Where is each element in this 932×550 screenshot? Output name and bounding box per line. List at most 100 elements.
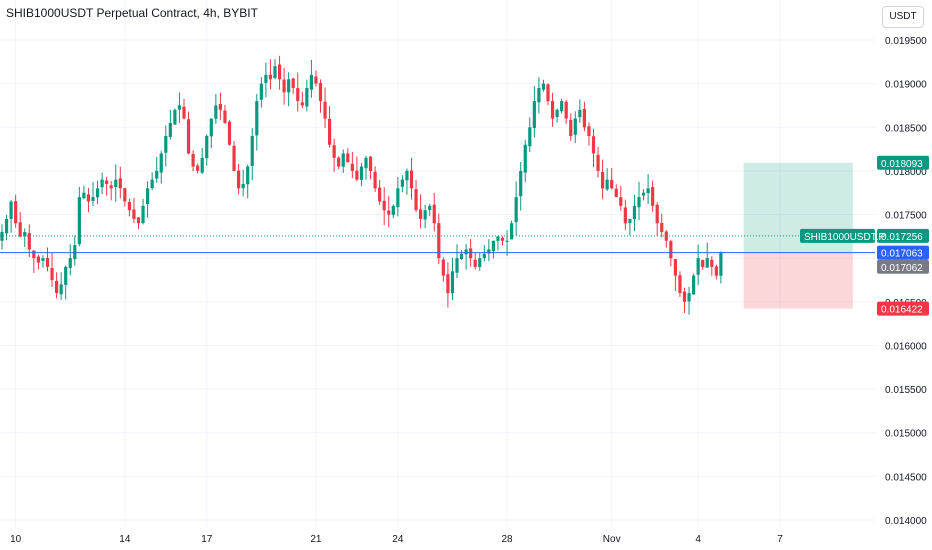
candle-body	[523, 144, 527, 173]
candle-body	[264, 74, 268, 83]
candle-body	[59, 284, 63, 295]
candle-body	[446, 274, 450, 294]
candle-body	[387, 210, 391, 215]
candle-body	[660, 223, 664, 232]
candle-body	[359, 166, 364, 180]
candle-body	[296, 88, 300, 102]
candle-body	[18, 222, 22, 237]
candle-body	[578, 109, 582, 118]
candle-body	[23, 232, 27, 237]
candle-body	[164, 136, 168, 153]
x-tick-label: 21	[310, 534, 322, 545]
candle-body	[632, 205, 637, 220]
x-tick-label: 24	[392, 534, 404, 545]
stop-zone[interactable]	[743, 252, 853, 309]
candle-body	[323, 101, 327, 119]
candle-body	[27, 233, 31, 250]
candle-body	[496, 236, 500, 241]
y-tick-label: 0.015000	[885, 429, 927, 440]
candle-body	[364, 157, 368, 169]
candle-body	[596, 154, 600, 171]
candle-body	[146, 188, 150, 205]
candle-body	[601, 171, 605, 189]
candle-body	[396, 188, 400, 208]
candle-body	[268, 74, 273, 80]
candle-body	[191, 153, 195, 167]
x-tick-label: Nov	[603, 534, 621, 545]
chart-title: SHIB1000USDT Perpetual Contract, 4h, BYB…	[6, 6, 258, 20]
candle-body	[132, 209, 136, 219]
candle-body	[382, 201, 386, 211]
candle-body	[159, 153, 163, 173]
candle-body	[469, 248, 473, 259]
candle-body	[32, 250, 36, 259]
y-tick-label: 0.019500	[885, 36, 927, 47]
candle-body	[155, 170, 159, 179]
candle-body	[341, 153, 345, 167]
candle-body	[487, 249, 491, 254]
candle-body	[105, 180, 109, 184]
candle-body	[419, 209, 423, 219]
candle-body	[569, 119, 573, 136]
candle-body	[678, 275, 682, 294]
candle-body	[337, 157, 341, 167]
candle-body	[91, 197, 95, 201]
candle-body	[277, 64, 282, 80]
candle-body	[95, 188, 100, 198]
price-badge	[877, 301, 929, 316]
candle-body	[350, 163, 354, 171]
price-badge	[877, 155, 929, 170]
candle-body	[45, 258, 50, 267]
candle-body	[182, 106, 186, 119]
y-tick-label: 0.018500	[885, 123, 927, 134]
long-position-tool[interactable]	[743, 162, 853, 309]
candle-body	[423, 210, 427, 220]
candle-body	[573, 118, 577, 135]
candle-body	[591, 136, 596, 154]
candle-body	[255, 101, 259, 136]
candle-body	[118, 178, 122, 189]
candle-body	[478, 258, 482, 267]
candle-body	[705, 258, 709, 268]
candle-body	[687, 293, 691, 302]
candle-body	[696, 258, 700, 275]
candle-body	[701, 259, 705, 267]
price-badge	[877, 259, 929, 274]
candle-body	[505, 240, 509, 242]
candle-body	[141, 205, 145, 223]
price-lines	[0, 235, 875, 254]
currency-button[interactable]: USDT	[882, 6, 924, 28]
x-tick-label: 14	[119, 534, 131, 545]
candle-body	[637, 197, 641, 208]
candle-body	[218, 103, 222, 110]
candle-body	[546, 84, 550, 102]
candle-body	[100, 179, 104, 188]
candle-body	[73, 245, 77, 260]
candle-body	[232, 145, 236, 171]
price-badge-value: 0.017256	[881, 232, 923, 243]
candle-body	[41, 258, 45, 261]
price-badge-value: 0.016422	[881, 305, 923, 316]
candle-body	[109, 185, 113, 189]
candle-body	[196, 165, 200, 171]
time-axis[interactable]: 10 14 17 21 24 28 Nov 4 7	[10, 534, 783, 545]
candle-body	[0, 232, 4, 241]
x-tick-label: 4	[695, 534, 701, 545]
candle-body	[214, 105, 218, 119]
candle-body	[241, 184, 245, 189]
price-badge	[877, 228, 929, 243]
candle-body	[373, 171, 377, 189]
candle-body	[646, 188, 650, 194]
x-tick-label: 10	[10, 534, 22, 545]
candles	[0, 55, 723, 315]
price-axis[interactable]: 0.019500 0.019000 0.018500 0.018000 0.017500…	[885, 36, 927, 527]
candle-body	[391, 205, 395, 215]
candle-body	[205, 136, 209, 159]
candle-body	[605, 179, 609, 190]
candle-body	[564, 101, 568, 119]
candle-body	[250, 136, 254, 166]
candle-body	[628, 218, 632, 224]
candle-body	[227, 121, 232, 145]
